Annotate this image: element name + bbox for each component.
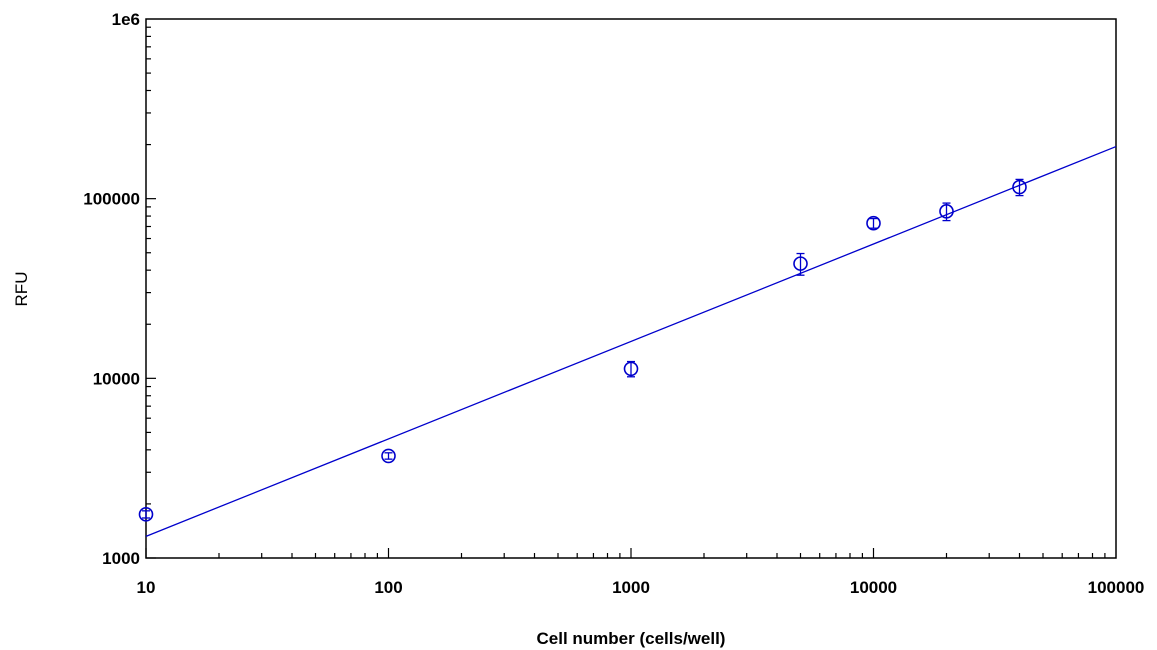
x-axis-title: Cell number (cells/well) <box>537 629 726 648</box>
y-tick-label: 10000 <box>93 369 140 388</box>
x-tick-label: 10 <box>137 578 156 597</box>
data-point <box>623 360 639 378</box>
y-tick-label: 1000 <box>102 549 140 568</box>
x-tick-label: 100 <box>374 578 402 597</box>
data-point <box>1012 178 1027 197</box>
fit-line-group <box>145 145 1117 537</box>
data-point <box>381 448 396 464</box>
x-tick-label: 100000 <box>1088 578 1145 597</box>
y-axis-title: RFU <box>12 272 31 307</box>
y-tick-label: 1e6 <box>112 10 140 29</box>
plot-frame <box>145 18 1117 559</box>
point-marker <box>939 204 954 219</box>
point-marker <box>138 507 154 522</box>
point-marker <box>381 448 396 464</box>
point-marker <box>793 256 808 271</box>
axes: 10 100 1000 10000 100000 1000 10000 100000 1e6 <box>83 10 1144 597</box>
fit-line <box>145 145 1117 537</box>
point-marker <box>866 215 881 231</box>
data-point <box>138 507 154 522</box>
data-point <box>939 202 954 222</box>
x-tick-label: 10000 <box>850 578 897 597</box>
y-tick-label: 100000 <box>83 190 140 209</box>
point-marker <box>623 361 639 377</box>
data-points <box>138 178 1027 522</box>
data-point <box>866 215 881 231</box>
data-point <box>793 252 808 276</box>
point-marker <box>1012 179 1027 195</box>
x-tick-label: 1000 <box>612 578 650 597</box>
